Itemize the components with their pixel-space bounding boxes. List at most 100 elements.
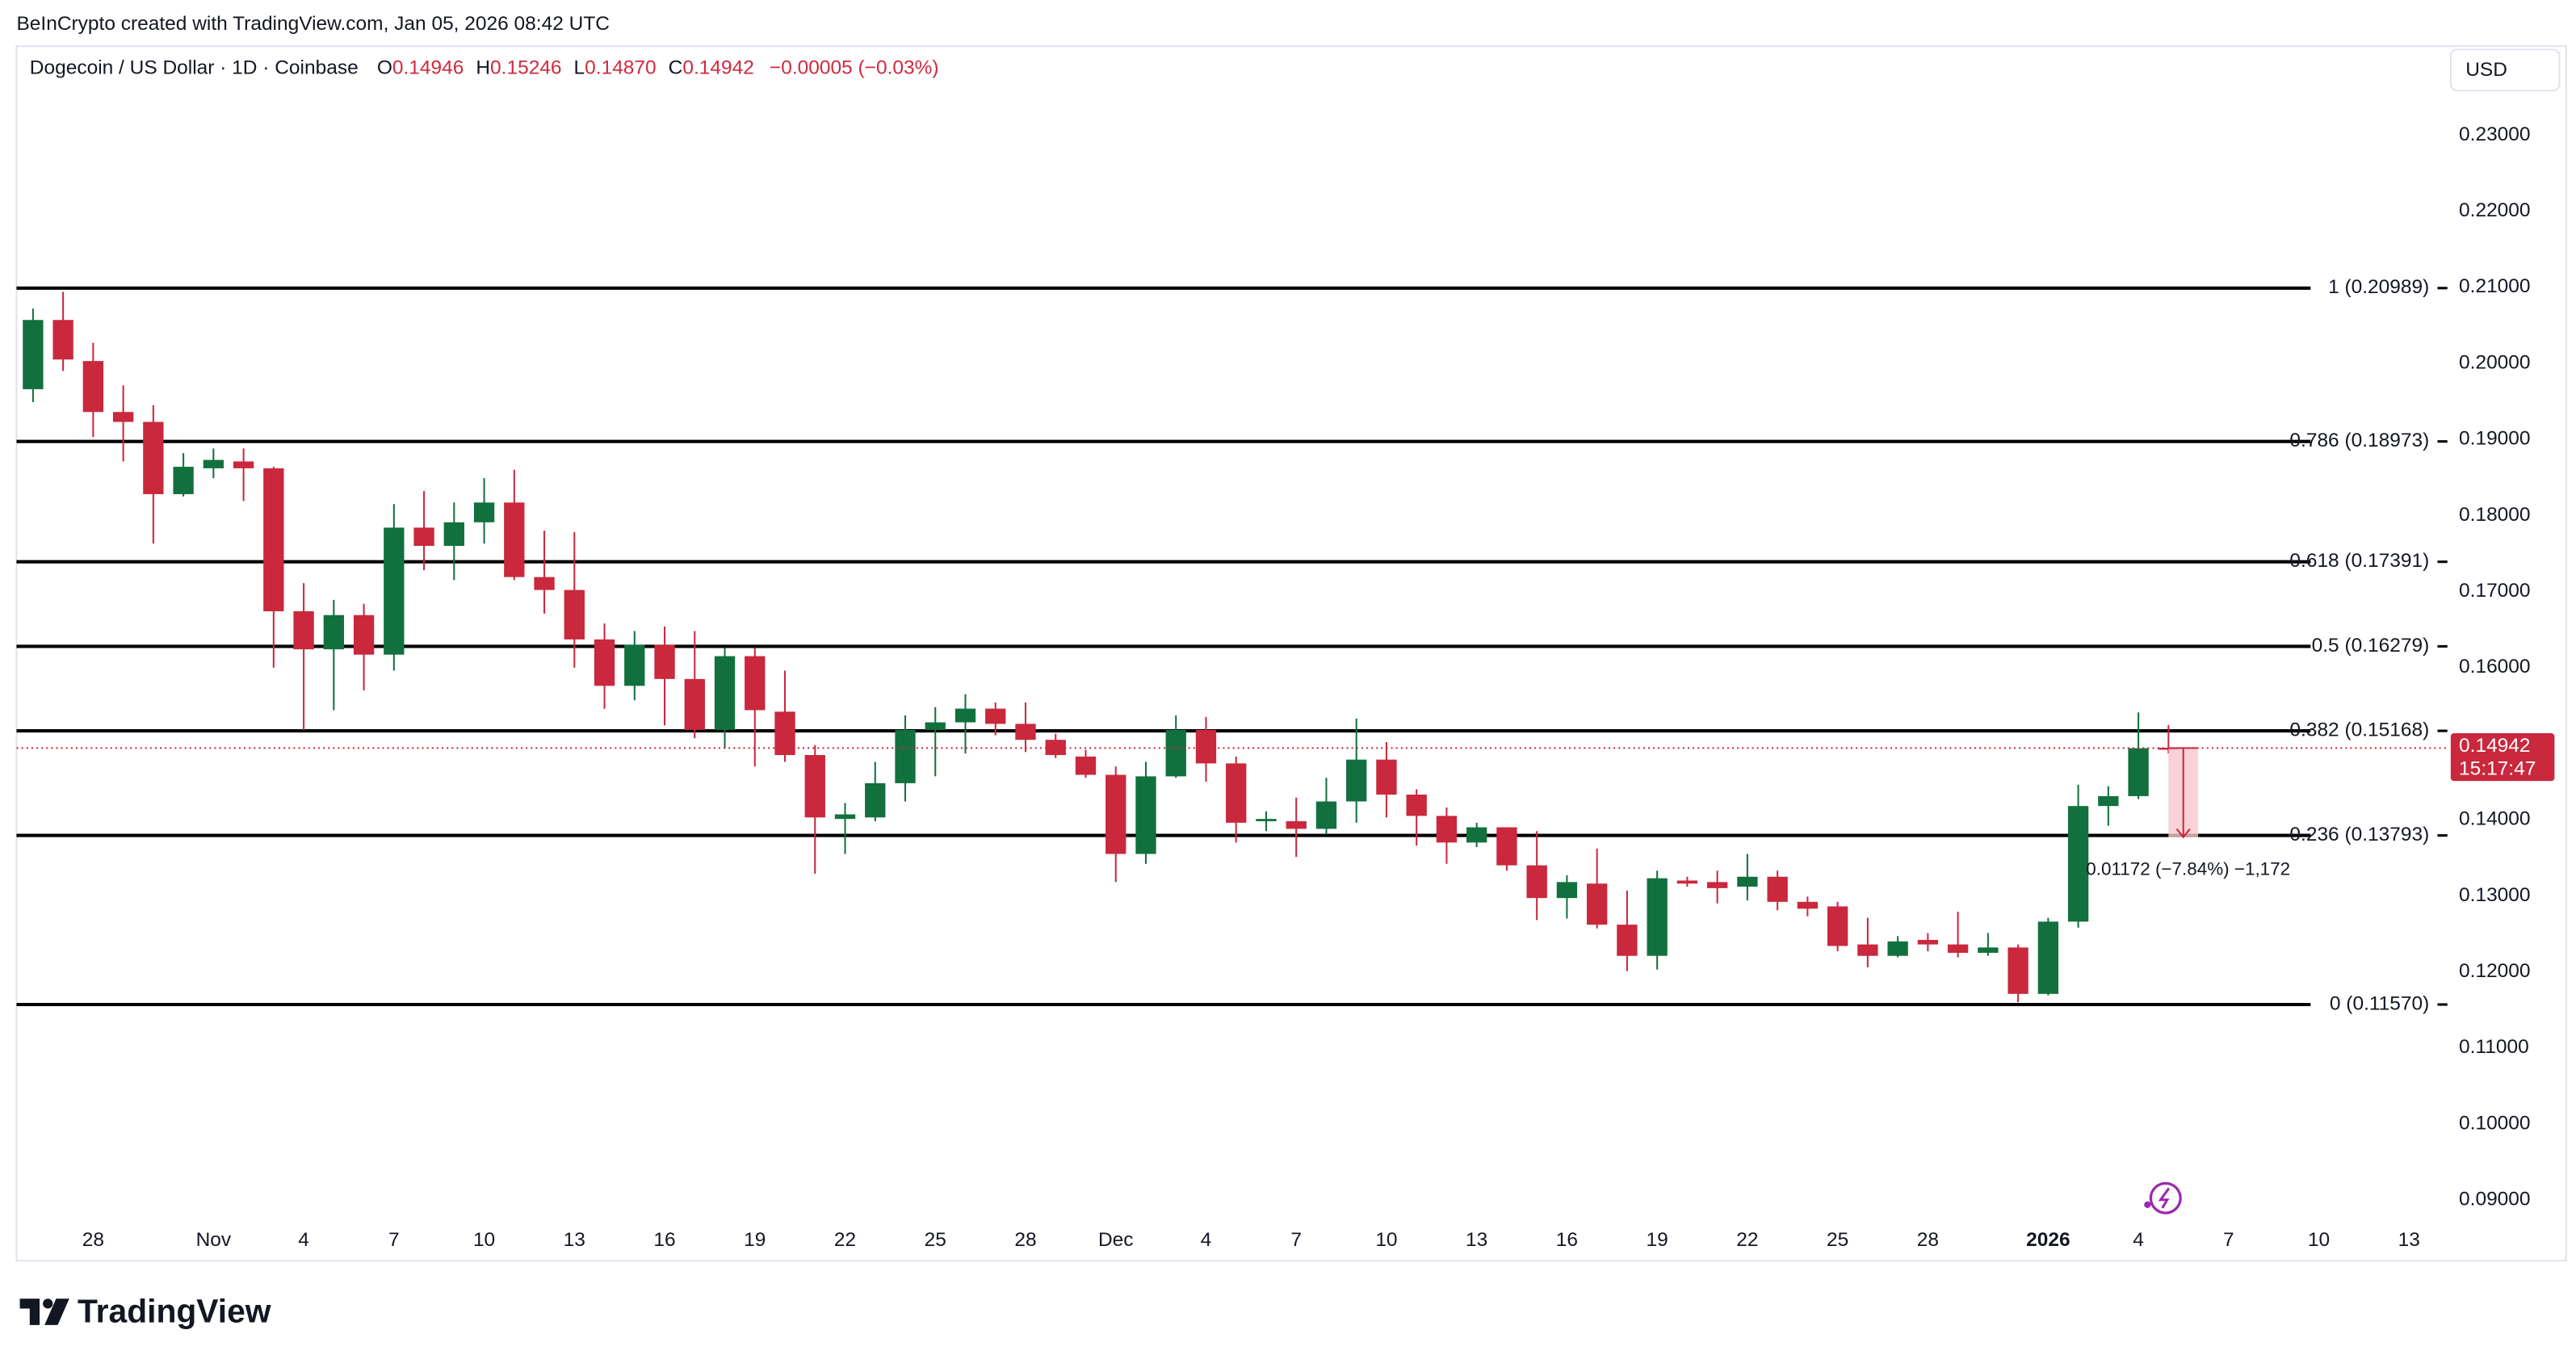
price-tag bbox=[2450, 732, 2555, 782]
y-tick-label: 0.09000 bbox=[2459, 1189, 2531, 1210]
candle-body bbox=[1617, 925, 1638, 956]
candle-body bbox=[23, 320, 44, 389]
legend-label: C bbox=[669, 57, 683, 79]
x-tick-label: 4 bbox=[298, 1229, 309, 1251]
x-tick-label: 7 bbox=[1290, 1229, 1302, 1251]
y-tick-label: 0.16000 bbox=[2459, 656, 2531, 678]
symbol-legend: Dogecoin / US Dollar · 1D · Coinbase O0.… bbox=[30, 57, 939, 79]
candle-body bbox=[714, 656, 736, 730]
x-tick-label: 7 bbox=[2223, 1229, 2234, 1251]
candle-body bbox=[1556, 882, 1578, 899]
candle-body bbox=[504, 502, 525, 577]
candle-body bbox=[834, 814, 856, 820]
candle-body bbox=[1737, 876, 1758, 887]
alert-icon bbox=[2144, 1181, 2182, 1214]
candle-body bbox=[112, 412, 134, 422]
candle-body bbox=[1346, 759, 1367, 802]
candle-body bbox=[1165, 729, 1186, 777]
candle-body bbox=[143, 422, 164, 494]
candle-body bbox=[1917, 939, 1939, 945]
currency-button[interactable] bbox=[2449, 48, 2561, 92]
x-tick-label: 13 bbox=[2398, 1229, 2420, 1251]
candle-body bbox=[774, 711, 795, 756]
candle-body bbox=[895, 729, 916, 783]
candle-body bbox=[2128, 748, 2149, 796]
y-tick-label: 0.21000 bbox=[2459, 275, 2531, 297]
y-tick-label: 0.12000 bbox=[2459, 960, 2531, 982]
x-tick-label: 19 bbox=[1647, 1229, 1668, 1251]
candle-body bbox=[684, 678, 705, 730]
candle-body bbox=[1075, 756, 1097, 775]
candle-body bbox=[1226, 763, 1247, 823]
x-tick-label: 10 bbox=[473, 1229, 495, 1251]
currency-label[interactable]: USD bbox=[2465, 59, 2507, 81]
candle-body bbox=[1496, 827, 1517, 866]
chart-title: Dogecoin / US Dollar · 1D · Coinbase bbox=[30, 57, 359, 79]
y-tick-label: 0.23000 bbox=[2459, 124, 2531, 145]
fib-label: 0.382 (0.15168) bbox=[2289, 719, 2429, 741]
fib-label: 0 (0.11570) bbox=[2330, 992, 2429, 1014]
candle-body bbox=[82, 361, 104, 413]
candle-body bbox=[1436, 816, 1458, 843]
price-tag-countdown: 15:17:47 bbox=[2459, 757, 2536, 779]
candle-body bbox=[1376, 759, 1397, 795]
x-tick-label: 13 bbox=[564, 1229, 585, 1251]
y-tick-label: 0.13000 bbox=[2459, 884, 2531, 906]
y-tick-label: 0.19000 bbox=[2459, 428, 2531, 450]
legend-value: 0.14870 bbox=[585, 57, 657, 79]
x-tick-label: 2026 bbox=[2026, 1229, 2070, 1251]
candle-body bbox=[1706, 882, 1728, 888]
candle-body bbox=[1827, 906, 1848, 946]
candle-body bbox=[323, 615, 345, 650]
candle-body bbox=[1947, 944, 1969, 953]
candle-body bbox=[1135, 776, 1156, 854]
y-tick-label: 0.14000 bbox=[2459, 808, 2531, 830]
measure-arrowhead bbox=[2175, 828, 2191, 839]
x-tick-label: 13 bbox=[1466, 1229, 1487, 1251]
x-tick-label: 16 bbox=[1556, 1229, 1578, 1251]
candle-body bbox=[745, 656, 766, 711]
legend-label: O bbox=[377, 57, 392, 79]
legend-change: −0.00005 (−0.03%) bbox=[770, 57, 939, 79]
y-tick-label: 0.20000 bbox=[2459, 351, 2531, 373]
candle-body bbox=[1586, 883, 1608, 925]
candle-body bbox=[564, 589, 585, 640]
x-tick-label: 28 bbox=[82, 1229, 104, 1251]
candle-body bbox=[534, 577, 555, 590]
candle-body bbox=[233, 461, 254, 468]
x-tick-label: 25 bbox=[925, 1229, 946, 1251]
candle-body bbox=[473, 502, 495, 522]
legend-label: L bbox=[574, 57, 585, 79]
legend-value: 0.14942 bbox=[682, 57, 754, 79]
candle-body bbox=[384, 527, 405, 655]
candle-body bbox=[2067, 806, 2089, 922]
candle-body bbox=[1015, 724, 1036, 740]
y-tick-label: 0.11000 bbox=[2459, 1036, 2529, 1058]
fib-label: 0.5 (0.16279) bbox=[2312, 635, 2430, 657]
x-tick-label: Dec bbox=[1098, 1229, 1134, 1251]
x-tick-label: 16 bbox=[653, 1229, 675, 1251]
y-tick-label: 0.22000 bbox=[2459, 199, 2531, 221]
candle-body bbox=[985, 708, 1006, 724]
x-tick-label: 4 bbox=[2133, 1229, 2144, 1251]
candle-body bbox=[1466, 827, 1487, 843]
x-tick-label: 22 bbox=[1736, 1229, 1758, 1251]
x-tick-label: 10 bbox=[1375, 1229, 1397, 1251]
tradingview-logo: TradingView bbox=[19, 1292, 271, 1329]
candle-body bbox=[203, 459, 224, 468]
candle-body bbox=[594, 639, 615, 686]
fib-label: 0.618 (0.17391) bbox=[2289, 550, 2429, 572]
candle-body bbox=[654, 644, 675, 679]
x-tick-label: 28 bbox=[1917, 1229, 1939, 1251]
candle-body bbox=[173, 467, 194, 494]
x-tick-label: 25 bbox=[1827, 1229, 1848, 1251]
candle-body bbox=[1887, 941, 1908, 956]
candle-body bbox=[1978, 947, 1999, 953]
candle-body bbox=[353, 615, 375, 655]
candle-body bbox=[624, 644, 645, 686]
candle-body bbox=[2008, 947, 2028, 994]
legend-value: 0.14946 bbox=[392, 57, 464, 79]
